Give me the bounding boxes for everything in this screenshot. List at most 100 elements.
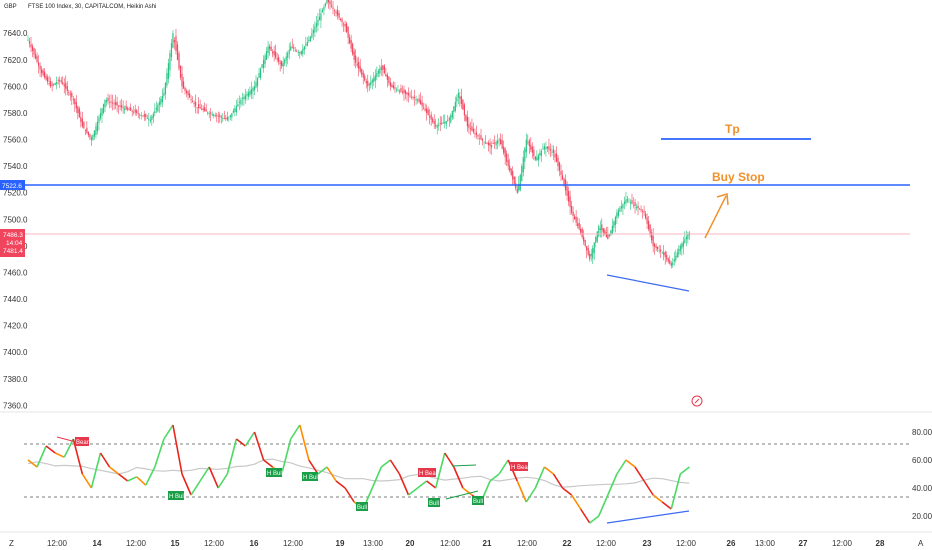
candle	[386, 72, 388, 88]
candle	[125, 100, 127, 111]
candle	[297, 49, 299, 57]
oscillator-line	[27, 424, 690, 524]
osc-segment	[190, 480, 201, 496]
current-price-value: 7486.3	[3, 232, 23, 239]
candle	[631, 193, 633, 205]
candle	[116, 96, 118, 113]
candle	[169, 50, 171, 77]
candle	[145, 113, 147, 121]
candle	[521, 163, 523, 182]
candle	[590, 248, 592, 262]
time-tick-label: 28	[876, 539, 885, 548]
time-tick-label: 12:00	[283, 539, 304, 548]
candle	[524, 146, 526, 170]
candle	[232, 108, 234, 114]
candle	[617, 207, 620, 219]
candle	[37, 55, 40, 74]
candle	[118, 104, 120, 115]
candle	[262, 55, 265, 73]
osc-segment	[371, 466, 383, 489]
candle	[143, 110, 145, 122]
candle	[667, 257, 669, 264]
candle	[208, 110, 210, 119]
candle	[388, 75, 390, 86]
candle	[279, 59, 281, 72]
osc-segment	[434, 452, 446, 489]
candle	[258, 67, 260, 78]
candle	[620, 200, 623, 212]
candle	[525, 133, 527, 158]
svg-text:7522.6: 7522.6	[2, 183, 22, 190]
time-tick-label: 13:00	[755, 539, 776, 548]
candle	[355, 49, 357, 69]
candle	[175, 28, 177, 55]
candle	[269, 43, 271, 56]
badge-bull-3: Bull	[472, 496, 484, 505]
candle	[60, 77, 62, 85]
osc-segment	[398, 473, 410, 496]
candle	[105, 97, 108, 107]
candle	[418, 94, 420, 104]
osc-tick-label: 20.00	[912, 512, 932, 521]
candle	[571, 200, 573, 215]
candle	[406, 91, 408, 102]
candle	[181, 66, 183, 93]
candle	[543, 143, 546, 155]
osc-segment	[598, 494, 609, 517]
candle	[527, 134, 529, 145]
candle	[166, 68, 168, 89]
candle	[432, 116, 434, 124]
osc-segment	[54, 452, 65, 458]
candle	[184, 86, 186, 95]
candle	[199, 99, 201, 109]
candle	[658, 244, 660, 254]
time-tick-label: 12:00	[832, 539, 853, 548]
candle	[155, 101, 157, 114]
candle	[436, 123, 438, 135]
candle	[48, 75, 50, 87]
candle	[685, 230, 687, 247]
candle	[80, 111, 82, 128]
replay-icon[interactable]	[691, 395, 703, 407]
candle	[549, 143, 552, 157]
oscillator-axis: 20.00 40.00 60.00 80.00	[912, 428, 932, 521]
osc-segment	[426, 480, 437, 489]
candle	[134, 104, 136, 116]
candle	[584, 239, 586, 248]
candle	[195, 94, 197, 114]
candle	[586, 245, 588, 259]
candle	[253, 80, 256, 96]
candle	[581, 227, 583, 240]
candle	[300, 50, 302, 56]
candle	[151, 114, 153, 126]
candle	[157, 103, 159, 113]
candle	[462, 99, 464, 110]
badge-bear: Bear	[75, 437, 89, 446]
countdown-value: 14:04	[6, 240, 23, 247]
candle	[641, 209, 644, 219]
osc-bull-divergence-2	[451, 464, 477, 467]
candle	[421, 95, 423, 112]
candle	[567, 186, 570, 206]
badge-bull-1: Bull	[356, 502, 368, 511]
price-tick-label: 7460.0	[3, 268, 28, 277]
auto-scale-button[interactable]: A	[918, 539, 924, 548]
price-tick-label: 7520.0	[3, 189, 28, 198]
candle	[480, 128, 482, 141]
candle	[207, 111, 209, 116]
candle	[447, 114, 449, 122]
candle	[435, 118, 437, 130]
candle	[561, 170, 564, 181]
candle	[456, 94, 458, 108]
candle	[619, 205, 621, 213]
zoom-reset-button[interactable]: Z	[9, 539, 14, 548]
candle	[66, 81, 68, 96]
osc-segment	[389, 459, 401, 475]
candle	[293, 43, 295, 52]
candle	[102, 103, 105, 115]
osc-segment	[263, 459, 274, 468]
candle	[646, 213, 648, 230]
osc-segment	[679, 466, 690, 475]
candle	[107, 93, 109, 105]
candle	[54, 82, 56, 86]
